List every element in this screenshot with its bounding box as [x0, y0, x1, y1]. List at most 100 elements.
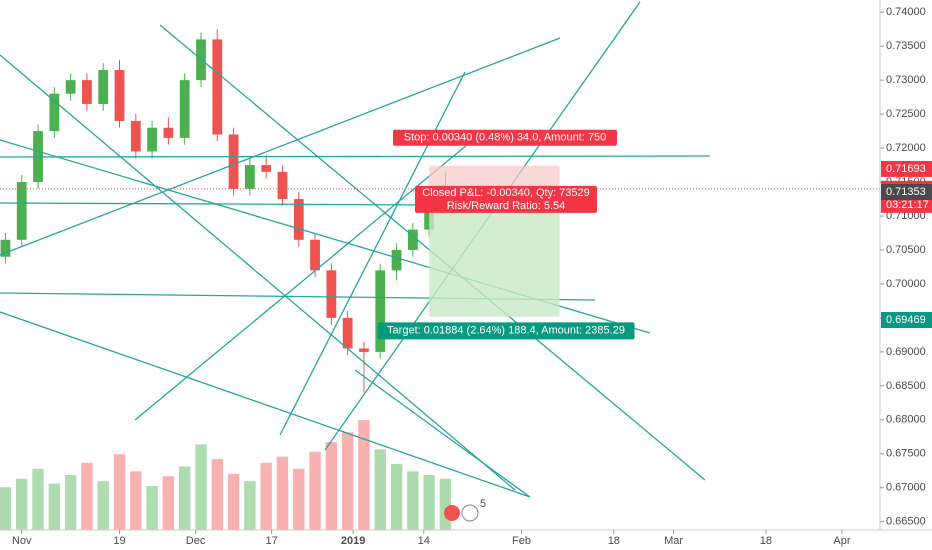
candle-body [342, 317, 353, 349]
target-label: Target: 0.01884 (2.64%) 188.4, Amount: 2… [387, 325, 625, 337]
candle-body [228, 134, 239, 189]
candle-body [359, 348, 369, 352]
y-tick-label: 0.71000 [886, 210, 926, 222]
volume-bar [358, 420, 370, 530]
x-tick-label: 18 [608, 535, 620, 547]
y-tick-label: 0.70000 [886, 278, 926, 290]
candle-body [391, 249, 402, 271]
stop-label-box [393, 129, 617, 146]
volume-bar [64, 475, 77, 530]
y-tick-label: 0.70500 [886, 244, 926, 256]
trend-line [0, 202, 441, 206]
candle-body [98, 69, 109, 104]
volume-bar [293, 468, 305, 530]
x-tick-label: 17 [265, 535, 277, 547]
candle-body [179, 80, 190, 138]
countdown: 03:21:17 [886, 199, 929, 211]
position-tool: Stop: 0.00340 (0.48%) 34.0, Amount: 750 C… [0, 129, 880, 340]
y-tick-label: 0.67500 [886, 448, 926, 460]
pnl-box [415, 185, 597, 213]
y-tick-label: 0.69000 [886, 346, 926, 358]
candle-body [49, 93, 60, 132]
trend-line [354, 369, 531, 498]
trend-line [0, 311, 531, 498]
candle-body [16, 182, 27, 240]
candle-body [212, 39, 223, 135]
volume-bar [260, 462, 272, 530]
button[interactable] [461, 504, 479, 522]
button[interactable] [444, 505, 460, 521]
volume-bar [423, 475, 435, 530]
trend-line [0, 37, 561, 256]
volume-bar [81, 462, 93, 530]
pnl-label: Closed P&L: -0.00340, Qty: 73529 [422, 187, 590, 199]
x-tick-label: Feb [512, 535, 531, 547]
candle-body [82, 80, 92, 104]
volume-bar [341, 432, 354, 530]
x-tick-label: Apr [833, 535, 850, 547]
volume-bar [48, 483, 61, 530]
price-label: 0.71353 [886, 186, 926, 198]
volume-bar [227, 473, 240, 530]
y-tick-label: 0.68500 [886, 380, 926, 392]
countdown-box [881, 196, 932, 213]
volume-bar [16, 478, 28, 530]
volume-bar [195, 444, 207, 530]
y-tick-label: 0.66500 [886, 516, 926, 528]
x-tick-label: 14 [418, 535, 430, 547]
candle-body [0, 239, 11, 257]
candle-body [326, 270, 337, 318]
trend-line [0, 155, 711, 158]
volume-bar [162, 476, 175, 530]
volume-bar [146, 486, 158, 530]
y-tick-label: 0.68000 [886, 414, 926, 426]
candle-body [163, 127, 174, 138]
badge: 5 [480, 498, 486, 510]
price-label-box [881, 312, 932, 329]
x-tick-label: Mar [664, 535, 683, 547]
volume-bar [407, 471, 419, 530]
ratio-label: Risk/Reward Ratio: 5.54 [447, 200, 566, 212]
volume-bar [244, 481, 256, 530]
candle-body [407, 229, 418, 250]
price-label-box [881, 160, 932, 177]
y-tick-label: 0.73000 [886, 74, 926, 86]
y-tick-label: 0.74000 [886, 6, 926, 18]
price-label-box [881, 184, 932, 201]
trend-line [0, 54, 516, 491]
y-tick-label: 0.67000 [886, 482, 926, 494]
candle-body [65, 80, 76, 94]
volume-bar [390, 464, 403, 530]
candle-body [261, 165, 272, 172]
stop-zone [429, 165, 560, 189]
volume-bar [325, 442, 338, 530]
trend-line [134, 129, 486, 421]
y-tick-label: 0.72500 [886, 108, 926, 120]
volume-bar [32, 468, 44, 530]
volume-layer [0, 420, 452, 530]
candle-body [244, 165, 255, 189]
volume-bar [0, 487, 12, 530]
candle-body [293, 199, 304, 240]
x-tick-label: 19 [113, 535, 125, 547]
volume-bar [178, 466, 191, 530]
x-tick-label: 18 [760, 535, 772, 547]
y-tick-label: 0.72000 [886, 142, 926, 154]
candle-body [147, 127, 157, 152]
price-axis [880, 0, 932, 530]
chart-buttons: 5 [444, 498, 486, 522]
volume-bar [113, 454, 126, 530]
candle-body [277, 171, 288, 200]
volume-bar [97, 481, 109, 530]
volume-bar [374, 449, 386, 530]
stop-label: Stop: 0.00340 (0.48%) 34.0, Amount: 750 [404, 132, 606, 144]
candle-body [130, 120, 141, 152]
x-tick-label: Dec [186, 535, 206, 547]
y-tick-label: 0.73500 [886, 40, 926, 52]
price-label: 0.69469 [886, 314, 926, 326]
volume-bar [130, 471, 142, 530]
price-label: 0.71693 [886, 163, 926, 175]
candle-body [310, 239, 320, 271]
x-tick-label: 2019 [341, 535, 365, 547]
